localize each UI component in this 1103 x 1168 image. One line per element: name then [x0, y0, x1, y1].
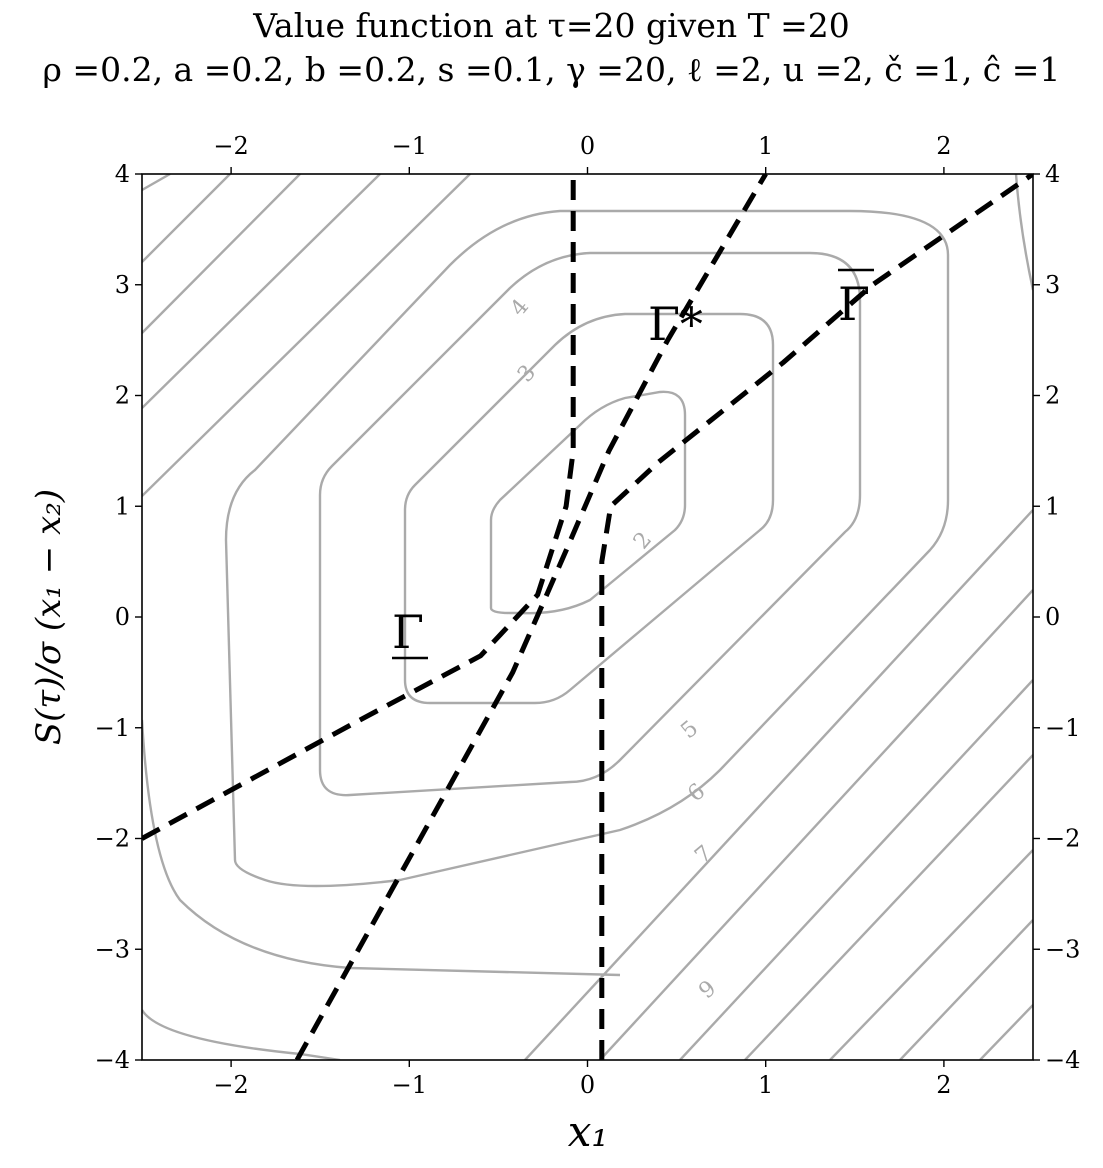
- contour-line: [524, 509, 1033, 1060]
- contour-line: [142, 1009, 341, 1060]
- x-tick-label-bottom: 1: [758, 1071, 773, 1099]
- x-tick-label-top: −2: [213, 132, 248, 160]
- contour-line: [1014, 174, 1033, 291]
- contour-line: [744, 754, 1033, 1060]
- x-tick-label-bottom: 0: [580, 1071, 595, 1099]
- y-tick-label-right: −4: [1045, 1046, 1080, 1074]
- boundary-curve: [294, 174, 768, 1060]
- y-tick-label-left: −1: [95, 714, 130, 742]
- contour-line: [899, 919, 1033, 1060]
- x-axis-label: x₁: [568, 1107, 609, 1156]
- plot-frame: [141, 173, 1034, 1061]
- y-tick-label-right: 0: [1045, 603, 1060, 631]
- x-tick-label-top: 1: [758, 132, 773, 160]
- chart-subtitle: ρ =0.2, a =0.2, b =0.2, s =0.1, γ =20, ℓ…: [42, 50, 1061, 89]
- contour-line: [224, 209, 950, 888]
- y-tick-label-left: 2: [115, 382, 130, 410]
- y-tick-label-left: 3: [115, 271, 130, 299]
- contour-line: [142, 174, 171, 192]
- contour-line: [318, 251, 862, 797]
- contour-line: [599, 589, 1033, 1060]
- contour-line: [679, 679, 1033, 1060]
- contour-line: [142, 719, 621, 977]
- contour-line: [142, 174, 231, 263]
- y-tick-label-right: 1: [1045, 492, 1060, 520]
- y-tick-label-right: −1: [1045, 714, 1080, 742]
- y-tick-label-left: 4: [115, 160, 130, 188]
- region-labels: Γ* Γ Γ: [392, 268, 874, 660]
- contour-level-label: 5: [676, 716, 703, 744]
- boundary-label: Γ*: [648, 297, 703, 351]
- contour-line: [142, 174, 471, 497]
- contour-level-label: 4: [506, 294, 534, 321]
- y-axis-label: S(τ)/σ (x₁ − x₂): [29, 489, 69, 745]
- x-tick-label-top: −1: [392, 132, 427, 160]
- y-tick-label-right: 4: [1045, 160, 1060, 188]
- contour-level-label: 2: [629, 527, 657, 554]
- y-tick-label-left: −2: [95, 825, 130, 853]
- boundary-curve: [142, 174, 576, 841]
- contour-line: [979, 1004, 1033, 1060]
- boundary-curve: [599, 174, 1033, 1060]
- contour-lines: [142, 174, 1033, 1060]
- contour-line: [142, 174, 301, 334]
- boundary-label: Γ: [838, 277, 870, 331]
- x-tick-label-bottom: 2: [936, 1071, 951, 1099]
- y-axis-label-text: S(τ)/σ (x₁ − x₂): [29, 489, 69, 745]
- y-tick-label-left: 1: [115, 492, 130, 520]
- y-tick-label-left: 0: [115, 603, 130, 631]
- y-tick-label-right: −2: [1045, 825, 1080, 853]
- x-tick-label-bottom: −1: [392, 1071, 427, 1099]
- contour-line: [829, 849, 1033, 1060]
- contour-level-label: 9: [694, 976, 721, 1004]
- x-tick-label-top: 2: [936, 132, 951, 160]
- y-tick-label-left: −4: [95, 1046, 130, 1074]
- contour-line: [403, 312, 775, 705]
- chart-title: Value function at τ=20 given T =20: [253, 6, 850, 45]
- contour-line: [142, 174, 381, 409]
- boundary-curves: [142, 174, 1033, 1060]
- x-tick-label-bottom: −2: [213, 1071, 248, 1099]
- y-tick-label-right: 3: [1045, 271, 1060, 299]
- axis-ticks: −2 −2 −1 −1 0 0 1 1 2 2 −4 −4 −3 −3 −2 −2 −1 −1 0 0 1 1 2 2 3 3 4 4: [95, 132, 1081, 1099]
- y-tick-label-right: 2: [1045, 382, 1060, 410]
- boundary-label: Γ: [392, 605, 424, 659]
- y-tick-label-left: −3: [95, 935, 130, 963]
- x-tick-label-top: 0: [580, 132, 595, 160]
- y-tick-label-right: −3: [1045, 935, 1080, 963]
